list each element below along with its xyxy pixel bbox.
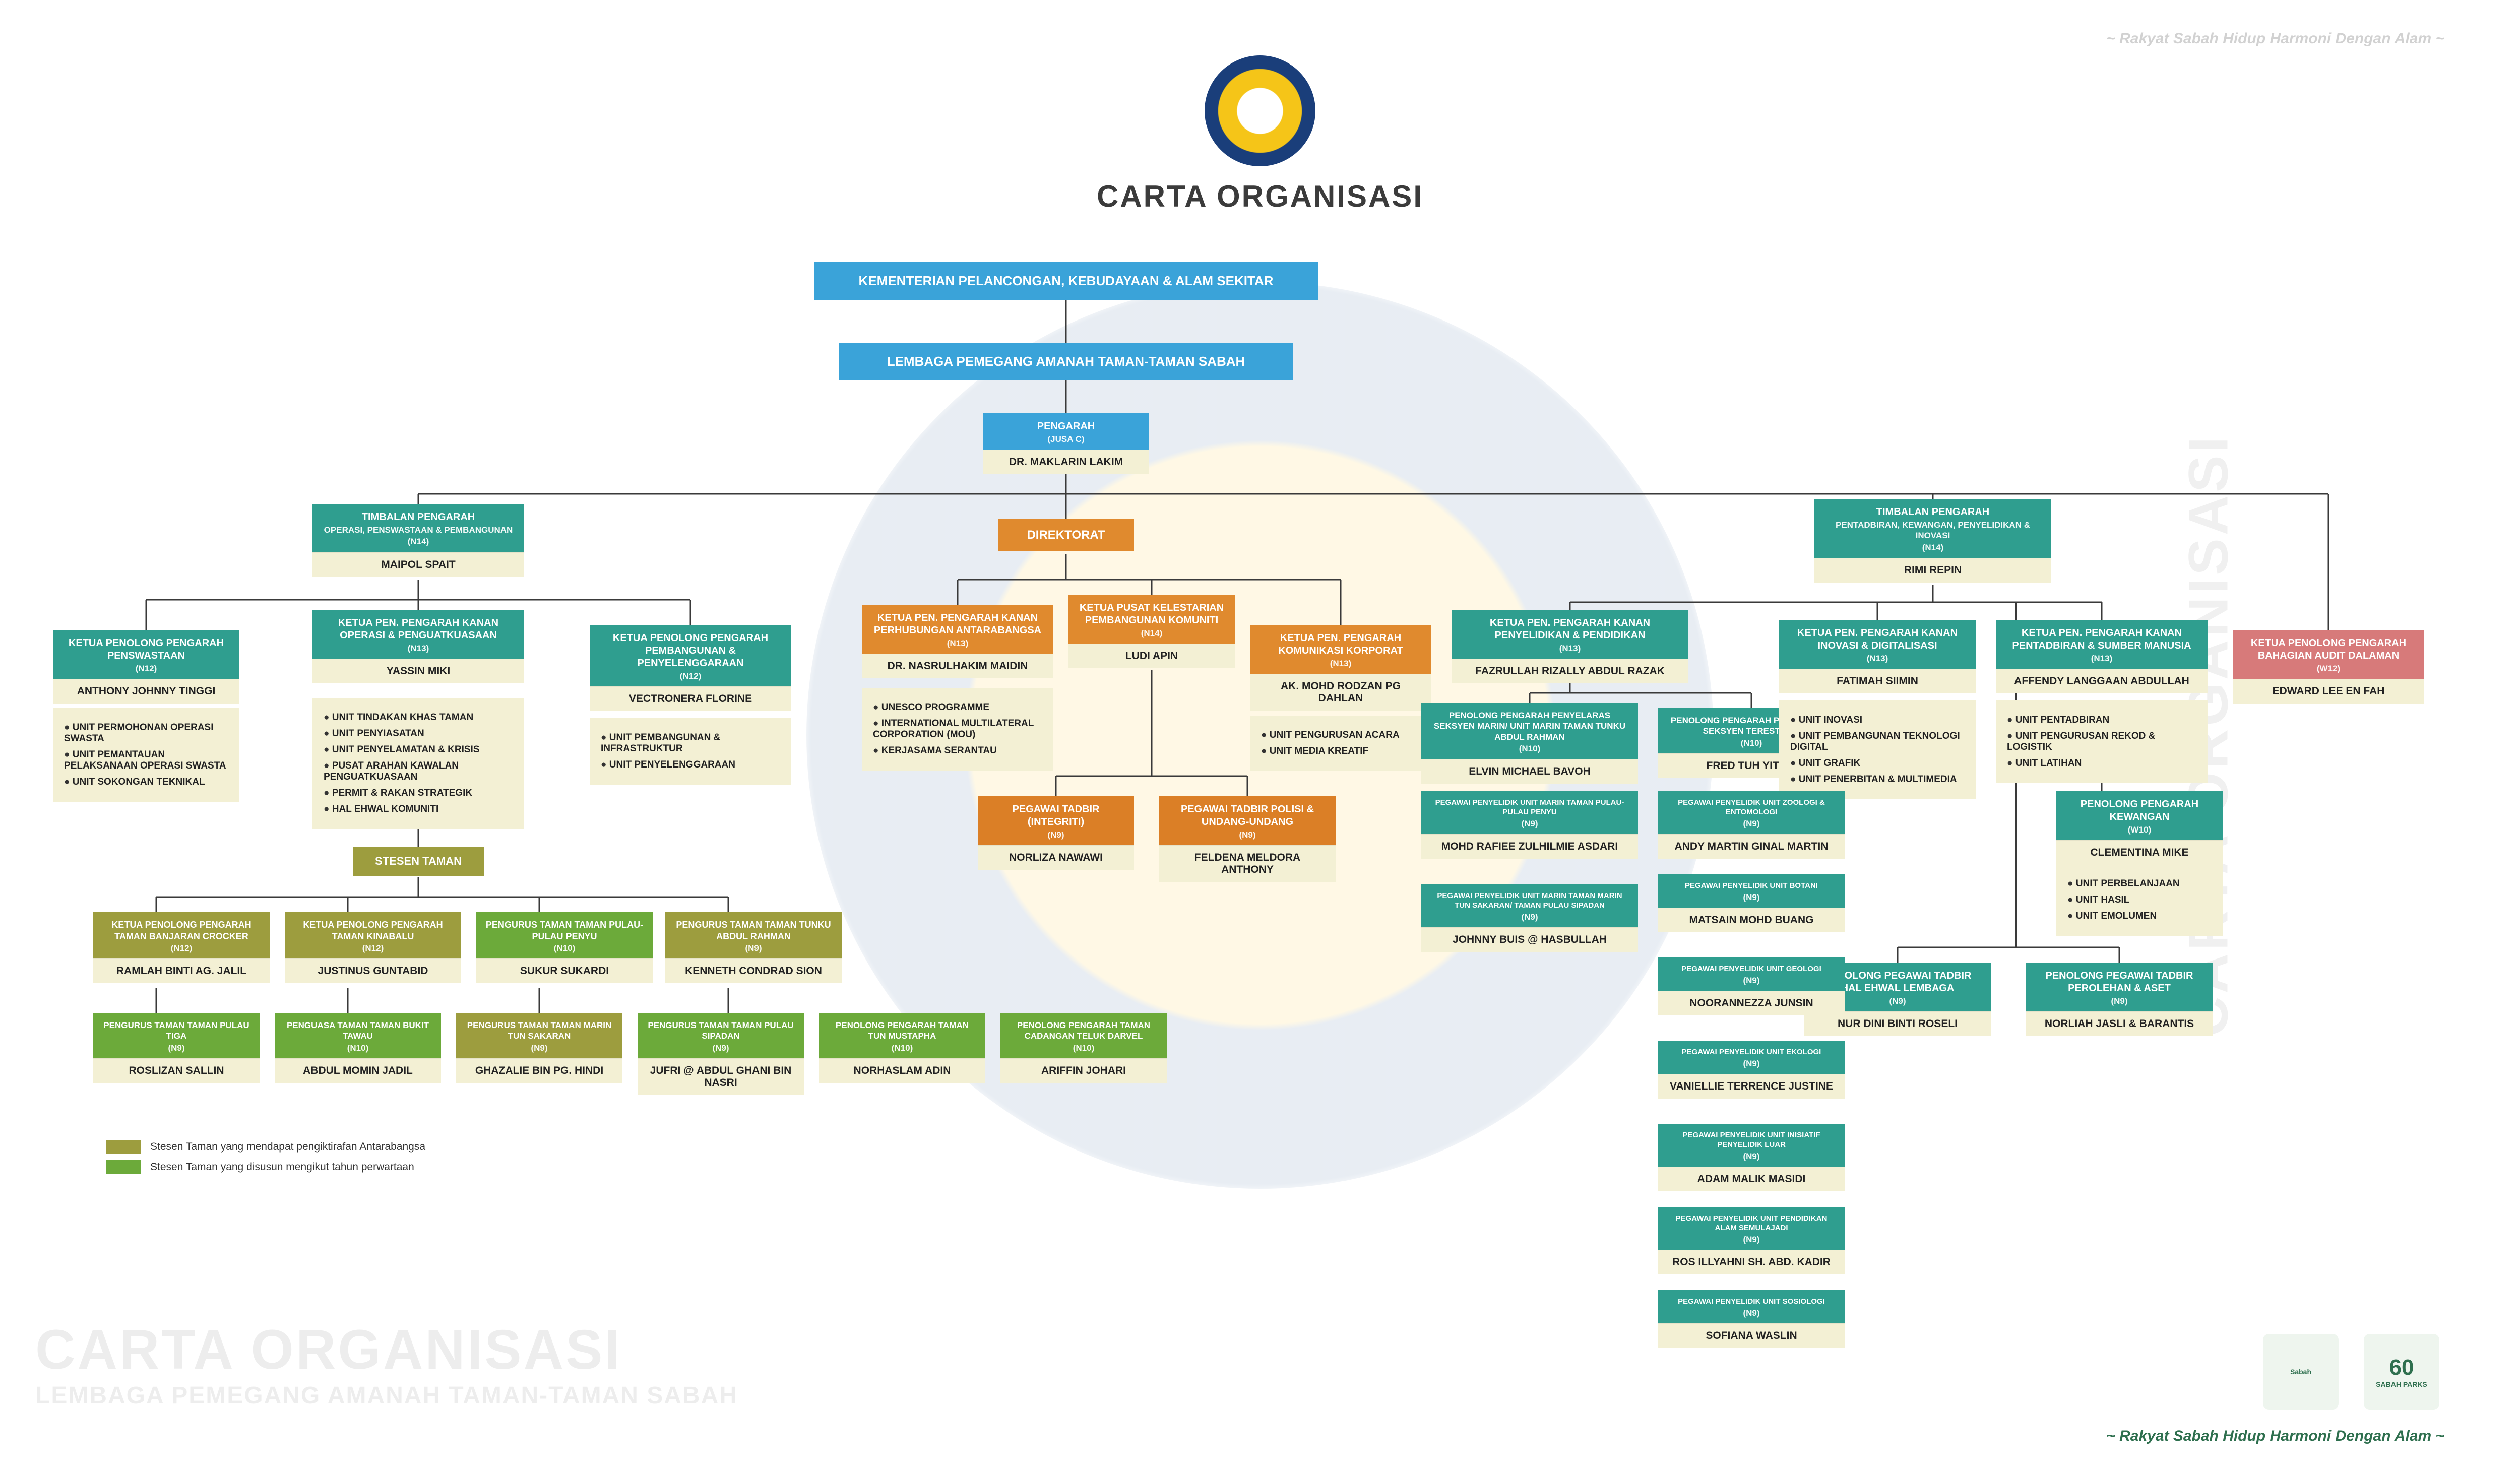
legend-swatch-olive: [106, 1140, 141, 1154]
unit-item: HAL EHWAL KOMUNITI: [324, 804, 513, 815]
node-timbalan-right: TIMBALAN PENGARAHPENTADBIRAN, KEWANGAN, …: [1814, 499, 2051, 583]
unit-item: INTERNATIONAL MULTILATERAL CORPORATION (…: [873, 718, 1042, 740]
legend-green-text: Stesen Taman yang disusun mengikut tahun…: [150, 1161, 414, 1173]
units-ops: UNIT TINDAKAN KHAS TAMAN UNIT PENYIASATAN…: [312, 698, 524, 829]
bar-stesen: STESEN TAMAN: [353, 847, 484, 876]
org-node: PEGAWAI PENYELIDIK UNIT GEOLOGI(N9)NOORA…: [1658, 957, 1845, 1015]
page-title: CARTA ORGANISASI: [1097, 179, 1423, 214]
node-aset: PENOLONG PEGAWAI TADBIR PEROLEHAN & ASET…: [2026, 963, 2213, 1036]
unit-item: UNIT PEMBANGUNAN TEKNOLOGI DIGITAL: [1790, 731, 1965, 753]
node-kpp-penswastaan: KETUA PENOLONG PENGARAH PENSWASTAAN(N12)…: [53, 630, 239, 704]
unit-item: UNIT HASIL: [2067, 894, 2212, 906]
pengarah-grade: (JUSA C): [992, 434, 1140, 444]
node-kpk-ops: KETUA PEN. PENGARAH KANAN OPERASI & PENG…: [312, 610, 524, 683]
unit-item: UNIT PENERBITAN & MULTIMEDIA: [1790, 774, 1965, 785]
node-ptsm: KETUA PEN. PENGARAH KANAN PENTADBIRAN & …: [1996, 620, 2208, 693]
node-komunikasi: KETUA PEN. PENGARAH KOMUNIKASI KORPORAT(…: [1250, 625, 1431, 711]
units-pembangunan: UNIT PEMBANGUNAN & INFRASTRUKTUR UNIT PEN…: [590, 718, 791, 785]
unit-item: UNIT PERBELANJAAN: [2067, 878, 2212, 889]
header: CARTA ORGANISASI: [1097, 55, 1423, 214]
unit-item: KERJASAMA SERANTAU: [873, 745, 1042, 756]
legend-olive-text: Stesen Taman yang mendapat pengiktirafan…: [150, 1141, 425, 1153]
node-pengarah: PENGARAH (JUSA C) DR. MAKLARIN LAKIM: [983, 413, 1149, 474]
bar-board: LEMBAGA PEMEGANG AMANAH TAMAN-TAMAN SABA…: [839, 343, 1293, 380]
unit-item: UNIT MEDIA KREATIF: [1261, 746, 1420, 757]
pengarah-title: PENGARAH: [1037, 421, 1095, 432]
units-hub: UNESCO PROGRAMME INTERNATIONAL MULTILATER…: [862, 688, 1053, 771]
org-node: KETUA PENOLONG PENGARAH TAMAN BANJARAN C…: [93, 912, 270, 983]
org-node: PEGAWAI PENYELIDIK UNIT SOSIOLOGI(N9)SOF…: [1658, 1290, 1845, 1348]
node-hub-antarabangsa: KETUA PEN. PENGARAH KANAN PERHUBUNGAN AN…: [862, 605, 1053, 678]
org-node: PEGAWAI PENYELIDIK UNIT MARIN TAMAN PULA…: [1421, 791, 1638, 859]
bar-direktorat: DIREKTORAT: [998, 519, 1134, 551]
unit-item: UNESCO PROGRAMME: [873, 702, 1042, 713]
footer-logo-2: 60 SABAH PARKS: [2364, 1334, 2439, 1410]
unit-item: UNIT PEMANTAUAN PELAKSANAAN OPERASI SWAS…: [64, 749, 228, 772]
org-node: PENGURUS TAMAN TAMAN PULAU-PULAU PENYU(N…: [476, 912, 653, 983]
unit-item: UNIT TINDAKAN KHAS TAMAN: [324, 712, 513, 723]
org-node: PENGUASA TAMAN TAMAN BUKIT TAWAU(N10)ABD…: [275, 1013, 441, 1083]
org-node: PENOLONG PENGARAH TAMAN CADANGAN TELUK D…: [1000, 1013, 1167, 1083]
unit-item: UNIT PENGURUSAN ACARA: [1261, 730, 1420, 741]
unit-item: UNIT PERMOHONAN OPERASI SWASTA: [64, 722, 228, 744]
unit-item: UNIT SOKONGAN TEKNIKAL: [64, 777, 228, 788]
org-node: PENOLONG PENGARAH TAMAN TUN MUSTAPHA(N10…: [819, 1013, 985, 1083]
node-kelestarian: KETUA PUSAT KELESTARIAN PEMBANGUNAN KOMU…: [1068, 595, 1235, 668]
node-kpk-penyelidikan: KETUA PEN. PENGARAH KANAN PENYELIDIKAN &…: [1452, 610, 1688, 683]
legend: Stesen Taman yang mendapat pengiktirafan…: [106, 1134, 425, 1180]
org-node: PENGURUS TAMAN TAMAN TUNKU ABDUL RAHMAN(…: [665, 912, 842, 983]
org-node: PENGURUS TAMAN TAMAN PULAU TIGA(N9)ROSLI…: [93, 1013, 260, 1083]
org-node: KETUA PENOLONG PENGARAH TAMAN KINABALU(N…: [285, 912, 461, 983]
node-integriti: PEGAWAI TADBIR (INTEGRITI)(N9) NORLIZA N…: [978, 796, 1134, 870]
node-inovasi: KETUA PEN. PENGARAH KANAN INOVASI & DIGI…: [1779, 620, 1976, 693]
units-ptsm: UNIT PENTADBIRAN UNIT PENGURUSAN REKOD & …: [1996, 700, 2208, 783]
unit-item: UNIT INOVASI: [1790, 715, 1965, 726]
org-node: PENGURUS TAMAN TAMAN MARIN TUN SAKARAN(N…: [456, 1013, 622, 1083]
legend-swatch-green: [106, 1160, 141, 1174]
org-node: PEGAWAI PENYELIDIK UNIT PENDIDIKAN ALAM …: [1658, 1207, 1845, 1274]
unit-item: UNIT GRAFIK: [1790, 758, 1965, 769]
pengarah-name: DR. MAKLARIN LAKIM: [983, 450, 1149, 474]
unit-item: UNIT PENYELENGGARAAN: [601, 759, 780, 771]
org-node: PEGAWAI PENYELIDIK UNIT INISIATIF PENYEL…: [1658, 1124, 1845, 1191]
unit-item: UNIT EMOLUMEN: [2067, 911, 2212, 922]
node-polisi: PEGAWAI TADBIR POLISI & UNDANG-UNDANG(N9…: [1159, 796, 1336, 882]
units-komunikasi: UNIT PENGURUSAN ACARA UNIT MEDIA KREATIF: [1250, 716, 1431, 771]
org-node: PEGAWAI PENYELIDIK UNIT BOTANI(N9)MATSAI…: [1658, 874, 1845, 932]
org-node: PEGAWAI PENYELIDIK UNIT ZOOLOGI & ENTOMO…: [1658, 791, 1845, 859]
org-node: PEGAWAI PENYELIDIK UNIT EKOLOGI(N9)VANIE…: [1658, 1041, 1845, 1099]
node-audit: KETUA PENOLONG PENGARAH BAHAGIAN AUDIT D…: [2233, 630, 2424, 704]
unit-item: UNIT LATIHAN: [2007, 758, 2196, 769]
node-timbalan-left: TIMBALAN PENGARAHOPERASI, PENSWASTAAN & …: [312, 504, 524, 577]
unit-item: UNIT PENGURUSAN REKOD & LOGISTIK: [2007, 731, 2196, 753]
node-marin: PENOLONG PENGARAH PENYELARAS SEKSYEN MAR…: [1421, 703, 1638, 784]
org-node: PEGAWAI PENYELIDIK UNIT MARIN TAMAN MARI…: [1421, 884, 1638, 952]
units-penswastaan: UNIT PERMOHONAN OPERASI SWASTA UNIT PEMAN…: [53, 708, 239, 802]
bar-ministry: KEMENTERIAN PELANCONGAN, KEBUDAYAAN & AL…: [814, 262, 1318, 300]
unit-item: UNIT PENYIASATAN: [324, 728, 513, 739]
timbalan-left-name: MAIPOL SPAIT: [312, 552, 524, 577]
org-logo: [1205, 55, 1315, 166]
footer-logos: Sabah 60 SABAH PARKS: [2263, 1334, 2439, 1410]
units-kewangan: UNIT PERBELANJAAN UNIT HASIL UNIT EMOLUMEN: [2056, 864, 2223, 936]
footer-logo-1: Sabah: [2263, 1334, 2339, 1410]
node-kewangan: PENOLONG PENGARAH KEWANGAN(W10) CLEMENTI…: [2056, 791, 2223, 865]
unit-item: UNIT PEMBANGUNAN & INFRASTRUKTUR: [601, 732, 780, 754]
org-node: PENGURUS TAMAN TAMAN PULAU SIPADAN(N9)JU…: [638, 1013, 804, 1095]
unit-item: UNIT PENTADBIRAN: [2007, 715, 2196, 726]
unit-item: PERMIT & RAKAN STRATEGIK: [324, 788, 513, 799]
unit-item: PUSAT ARAHAN KAWALAN PENGUATKUASAAN: [324, 760, 513, 783]
units-inovasi: UNIT INOVASI UNIT PEMBANGUNAN TEKNOLOGI D…: [1779, 700, 1976, 799]
unit-item: UNIT PENYELAMATAN & KRISIS: [324, 744, 513, 755]
node-kpp-pembangunan: KETUA PENOLONG PENGARAH PEMBANGUNAN & PE…: [590, 625, 791, 711]
